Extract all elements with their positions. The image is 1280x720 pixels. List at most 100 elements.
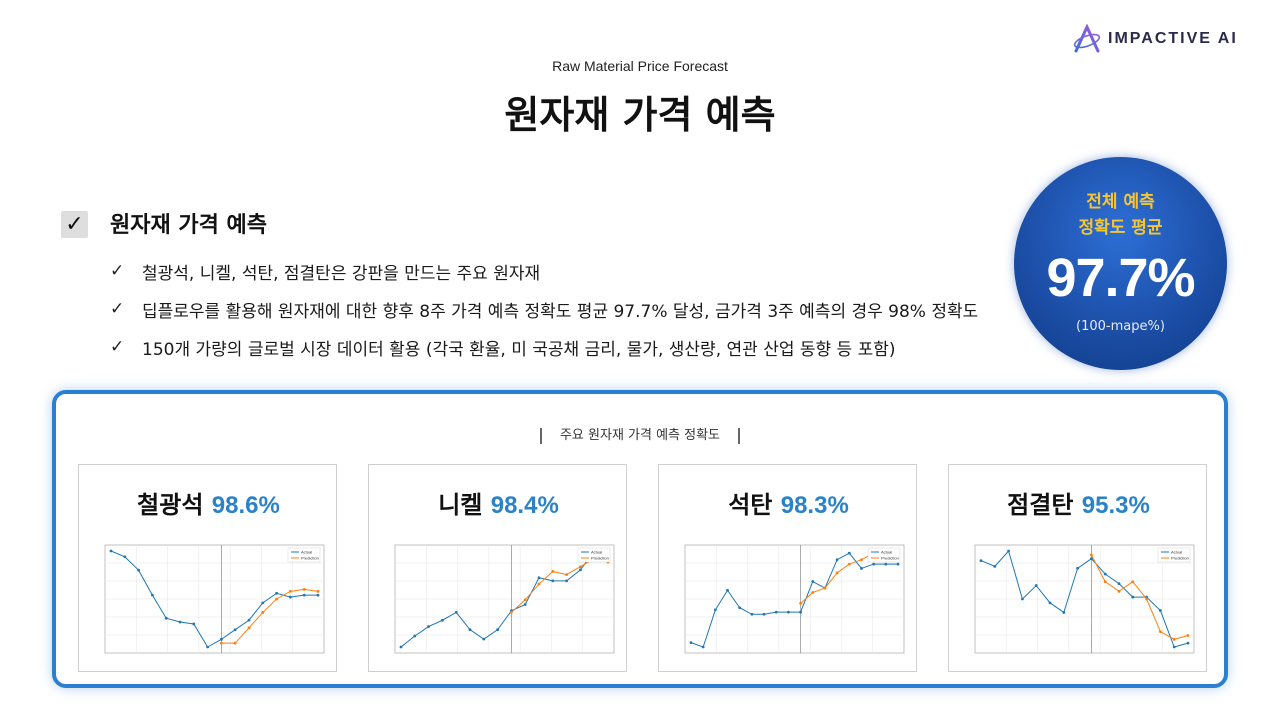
data-point — [884, 562, 888, 566]
data-point — [872, 562, 876, 566]
section-heading: 원자재 가격 예측 — [110, 213, 267, 238]
data-point — [811, 580, 815, 583]
data-point — [137, 568, 140, 572]
card-title: 니켈 98.4% — [369, 485, 628, 520]
series-line — [980, 549, 1189, 648]
card-accuracy: 98.6% — [211, 492, 280, 519]
card-title: 점결탄 95.3% — [949, 485, 1208, 520]
data-point — [1021, 597, 1024, 601]
accuracy-badge: 전체 예측 정확도 평균 97.7% (100-mape%) — [1014, 157, 1227, 370]
data-point — [1103, 580, 1107, 584]
logo-mark-icon — [1073, 24, 1101, 53]
bullet-text: 철광석, 니켈, 석탄, 점결탄은 강판을 만드는 주요 원자재 — [142, 263, 541, 284]
data-point — [787, 610, 790, 614]
data-point — [835, 571, 839, 575]
data-point — [178, 620, 182, 624]
data-point — [799, 610, 802, 614]
badge-label-line1: 전체 예측 — [1086, 192, 1155, 212]
data-point — [523, 603, 527, 606]
data-point — [799, 601, 802, 605]
data-point — [482, 637, 486, 641]
accuracy-panel: 주요 원자재 가격 예측 정확도 철광석 98.6% Actual Predict… — [52, 390, 1228, 688]
chart-card-iron-ore: 철광석 98.6% Actual Prediction — [78, 464, 337, 672]
data-point — [510, 610, 513, 614]
data-point — [823, 586, 827, 590]
data-point — [302, 588, 306, 591]
data-point — [993, 564, 997, 568]
data-point — [233, 628, 237, 632]
data-point — [1048, 601, 1052, 605]
data-point — [896, 562, 900, 566]
data-point — [233, 641, 237, 645]
data-point — [738, 606, 742, 610]
data-point — [289, 589, 292, 593]
card-name: 석탄 — [728, 491, 773, 519]
data-point — [316, 593, 320, 597]
card-accuracy: 95.3% — [1081, 492, 1150, 519]
data-point — [551, 579, 555, 583]
legend-label: Prediction — [881, 556, 899, 561]
data-point — [579, 568, 582, 572]
data-point — [1076, 566, 1079, 570]
chart-card-coking-coal: 점결탄 95.3% Actual Prediction — [948, 464, 1207, 672]
data-point — [750, 612, 754, 616]
data-point — [537, 576, 541, 580]
data-point — [713, 608, 717, 612]
data-point — [979, 559, 983, 562]
badge-note: (100-mape%) — [1076, 319, 1165, 334]
panel-title: 주요 원자재 가격 예측 정확도 — [56, 424, 1224, 444]
data-point — [1131, 595, 1135, 599]
data-point — [1090, 553, 1093, 557]
card-name: 철광석 — [137, 491, 204, 519]
data-point — [811, 591, 815, 594]
data-point — [275, 597, 278, 601]
data-point — [726, 588, 729, 592]
data-point — [537, 582, 541, 586]
divider — [539, 427, 542, 444]
data-point — [289, 595, 292, 599]
data-point — [302, 593, 306, 597]
data-point — [1186, 634, 1190, 637]
check-mark-icon: ✓ — [110, 299, 125, 319]
data-point — [847, 551, 851, 555]
data-point — [496, 628, 499, 632]
series-line — [690, 552, 898, 648]
data-point — [860, 567, 863, 570]
data-point — [565, 573, 568, 577]
data-point — [247, 618, 251, 622]
data-point — [261, 611, 265, 614]
data-point — [774, 610, 778, 614]
badge-value: 97.7% — [1046, 248, 1195, 308]
data-point — [701, 645, 705, 649]
data-point — [399, 645, 403, 649]
data-point — [860, 558, 863, 562]
data-point — [151, 593, 154, 597]
chart-card-nickel: 니켈 98.4% Actual Prediction — [368, 464, 627, 672]
legend-label: Actual — [1171, 550, 1182, 555]
data-point — [247, 626, 251, 630]
bullet-item: ✓ 철광석, 니켈, 석탄, 점결탄은 강판을 만드는 주요 원자재 — [110, 252, 990, 290]
card-accuracy: 98.3% — [780, 492, 849, 519]
data-point — [1090, 557, 1093, 561]
legend-label: Prediction — [591, 556, 609, 561]
data-point — [454, 610, 458, 614]
bullet-list: ✓ 철광석, 니켈, 석탄, 점결탄은 강판을 만드는 주요 원자재 ✓ 딥플로… — [110, 252, 990, 366]
card-title: 철광석 98.6% — [79, 485, 338, 520]
legend-label: Prediction — [301, 556, 319, 561]
card-accuracy: 98.4% — [490, 492, 559, 519]
chart-card-coal: 석탄 98.3% Actual Prediction — [658, 464, 917, 672]
legend-label: Actual — [881, 550, 892, 555]
data-point — [1117, 582, 1121, 586]
data-point — [109, 549, 113, 553]
data-point — [261, 601, 265, 605]
data-point — [413, 634, 417, 638]
data-point — [1145, 597, 1148, 601]
data-point — [1034, 584, 1038, 587]
data-point — [164, 616, 168, 620]
data-point — [847, 562, 851, 566]
data-point — [220, 637, 223, 641]
